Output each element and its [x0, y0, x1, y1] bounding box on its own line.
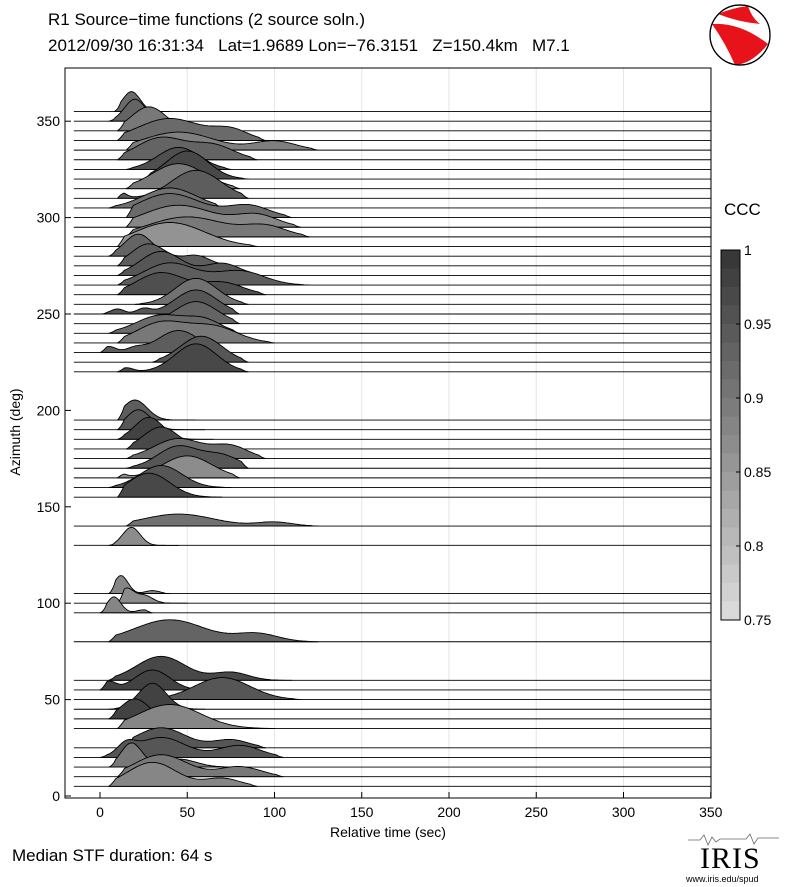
stf-trace-az-20	[73, 736, 711, 758]
colorbar-segment	[721, 435, 740, 454]
iris-url: www.iris.edu/spud	[686, 874, 759, 884]
focal-mechanism-icon	[709, 4, 771, 66]
stf-shape	[117, 320, 275, 344]
stf-trace-az-130	[73, 526, 711, 546]
stf-shape	[99, 736, 284, 758]
x-axis-label: Relative time (sec)	[330, 824, 446, 840]
colorbar-tick-label: 0.75	[744, 612, 771, 628]
colorbar-segment	[721, 472, 740, 491]
stf-trace-az-100	[73, 587, 711, 604]
x-tick-label: 350	[699, 804, 723, 820]
stf-trace-az-50	[73, 677, 711, 701]
trace-group	[73, 91, 711, 787]
stf-shape	[99, 596, 153, 614]
stf-trace-az-155	[73, 472, 711, 498]
colorbar-segment	[721, 361, 740, 380]
event-info: 2012/09/30 16:31:34 Lat=1.9689 Lon=−76.3…	[48, 36, 570, 55]
colorbar-segment	[721, 379, 740, 399]
colorbar-title: CCC	[724, 200, 761, 219]
colorbar-segment	[721, 601, 740, 621]
colorbar: 1 0.95 0.9 0.85 0.8 0.75	[720, 242, 771, 628]
median-duration: Median STF duration: 64 s	[12, 846, 213, 865]
x-tick-label: 300	[612, 804, 636, 820]
colorbar-tick-label: 0.8	[744, 538, 764, 554]
colorbar-segment	[721, 564, 740, 584]
colorbar-frame	[720, 249, 741, 621]
stf-shape	[108, 761, 258, 787]
chart-title: R1 Source−time functions (2 source soln.…	[48, 10, 366, 29]
x-axis: 0 50 100 150 200 250 300 350	[96, 792, 723, 820]
x-tick-label: 250	[525, 804, 549, 820]
colorbar-segment	[721, 342, 740, 362]
colorbar-segment	[721, 509, 740, 528]
stf-trace-az-80	[73, 619, 711, 643]
colorbar-segment	[721, 583, 740, 602]
colorbar-tick-label: 0.9	[744, 390, 764, 406]
plot-frame	[64, 67, 712, 799]
colorbar-segment	[721, 416, 740, 436]
iris-logo	[688, 833, 779, 846]
y-tick-label: 300	[37, 210, 61, 226]
y-axis-label: Azimuth (deg)	[7, 388, 23, 475]
y-tick-label: 350	[37, 113, 61, 129]
y-axis: 0 50 100 150 200 250 300 350	[37, 113, 71, 804]
y-tick-label: 50	[44, 692, 60, 708]
stf-shape	[117, 136, 258, 161]
colorbar-segment	[721, 527, 740, 547]
colorbar-tick-label: 0.95	[744, 316, 771, 332]
iris-logo-text: IRIS	[700, 842, 761, 875]
x-tick-label: 200	[437, 804, 461, 820]
colorbar-segment	[721, 546, 740, 565]
colorbar-segment	[721, 398, 740, 417]
stf-shape	[117, 704, 275, 729]
stf-shape	[117, 472, 223, 498]
stf-trace-az-95	[73, 596, 711, 614]
stf-trace-az-140	[73, 513, 711, 527]
stf-trace-az-285	[73, 222, 711, 247]
x-tick-label: 100	[263, 804, 287, 820]
y-tick-label: 150	[37, 499, 61, 515]
stf-trace-az-35	[73, 704, 711, 729]
x-tick-label: 0	[96, 804, 104, 820]
x-tick-label: 50	[179, 804, 195, 820]
colorbar-segment	[721, 490, 740, 510]
y-tick-label: 200	[37, 402, 61, 418]
stf-shape	[117, 118, 267, 141]
stf-shape	[117, 222, 258, 247]
colorbar-segment	[721, 453, 740, 473]
y-tick-label: 250	[37, 306, 61, 322]
colorbar-segment	[721, 250, 740, 269]
y-tick-label: 100	[37, 595, 61, 611]
stf-trace-az-5	[73, 761, 711, 787]
colorbar-tick-label: 1	[744, 242, 752, 258]
colorbar-segment	[721, 287, 740, 306]
y-tick-label: 0	[52, 788, 60, 804]
stf-shape	[151, 677, 302, 701]
stf-shape	[108, 619, 319, 643]
colorbar-segment	[721, 268, 740, 288]
colorbar-tick-label: 0.85	[744, 464, 771, 480]
colorbar-segment	[721, 324, 740, 343]
stf-trace-az-220	[73, 343, 711, 373]
stf-shape	[117, 169, 249, 199]
x-tick-label: 150	[350, 804, 374, 820]
stf-shape	[117, 343, 249, 373]
stf-shape	[125, 513, 319, 527]
colorbar-segment	[721, 305, 740, 325]
